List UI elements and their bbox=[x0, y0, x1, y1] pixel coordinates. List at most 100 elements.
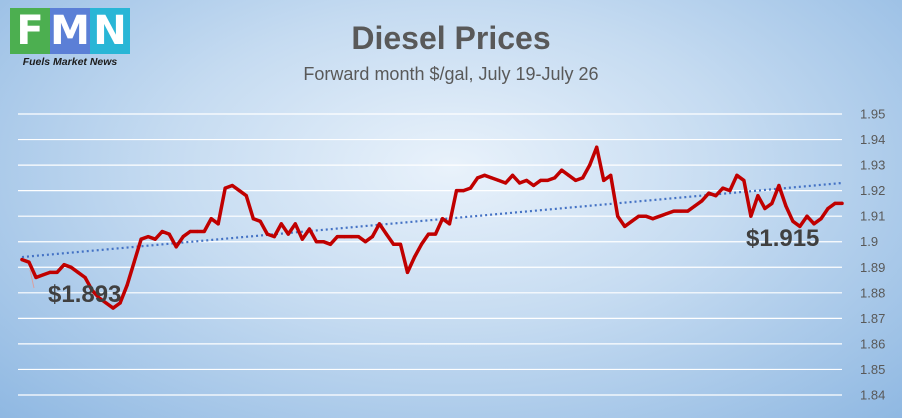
data-point bbox=[468, 186, 473, 190]
data-point bbox=[798, 224, 802, 228]
data-point bbox=[265, 232, 269, 236]
data-point bbox=[209, 217, 213, 221]
data-point bbox=[356, 235, 361, 239]
y-tick-label: 1.89 bbox=[860, 260, 885, 275]
data-point bbox=[454, 189, 459, 193]
data-point bbox=[223, 186, 227, 190]
data-point bbox=[384, 232, 389, 236]
data-point bbox=[307, 227, 311, 231]
data-point bbox=[805, 214, 809, 218]
annotations: $1.893 $1.915 bbox=[29, 225, 819, 308]
data-point bbox=[525, 178, 529, 183]
start-price-label: $1.893 bbox=[48, 281, 121, 308]
y-tick-label: 1.87 bbox=[860, 311, 885, 326]
data-point bbox=[314, 240, 318, 244]
data-point bbox=[48, 270, 52, 274]
logo-letter-n: N bbox=[90, 8, 130, 54]
data-point bbox=[532, 183, 536, 188]
data-point bbox=[188, 229, 192, 234]
data-point bbox=[111, 306, 115, 310]
data-point bbox=[279, 222, 283, 226]
data-point bbox=[658, 214, 662, 218]
data-point bbox=[763, 206, 767, 211]
y-tick-label: 1.84 bbox=[860, 388, 885, 403]
data-point bbox=[791, 219, 795, 223]
y-axis-ticks: 1.84 1.85 1.86 1.87 1.88 1.89 1.9 1.91 1.92 1.93 1… bbox=[860, 107, 885, 403]
data-point bbox=[55, 270, 59, 274]
data-point bbox=[623, 224, 627, 228]
data-point bbox=[616, 214, 620, 218]
data-point bbox=[503, 181, 508, 185]
data-point bbox=[181, 235, 185, 239]
logo-tagline: Fuels Market News bbox=[22, 56, 118, 68]
y-tick-label: 1.88 bbox=[860, 285, 885, 300]
data-point bbox=[293, 222, 297, 226]
y-tick-label: 1.94 bbox=[860, 132, 885, 147]
data-point bbox=[139, 237, 143, 241]
data-point bbox=[637, 214, 641, 218]
data-point bbox=[707, 191, 711, 195]
data-point bbox=[97, 296, 101, 300]
data-point bbox=[812, 222, 816, 226]
data-point bbox=[475, 176, 480, 180]
data-point bbox=[62, 263, 66, 267]
data-point bbox=[735, 173, 739, 177]
data-point bbox=[202, 229, 206, 234]
data-point bbox=[258, 219, 262, 223]
data-point bbox=[370, 235, 375, 239]
data-point bbox=[595, 145, 599, 149]
data-point bbox=[672, 209, 676, 213]
y-tick-label: 1.93 bbox=[860, 158, 885, 173]
data-point bbox=[216, 222, 220, 226]
series-line bbox=[20, 145, 844, 310]
data-point bbox=[693, 204, 697, 208]
data-point bbox=[321, 240, 325, 244]
data-point bbox=[342, 235, 346, 239]
chart-title: Diesel Prices bbox=[351, 20, 551, 56]
data-point bbox=[90, 288, 94, 292]
data-point bbox=[104, 301, 108, 305]
data-point bbox=[714, 194, 718, 198]
data-point bbox=[560, 168, 564, 172]
data-point bbox=[83, 275, 87, 280]
y-tick-label: 1.86 bbox=[860, 336, 885, 351]
data-point bbox=[700, 199, 704, 203]
data-point bbox=[286, 232, 290, 236]
data-point bbox=[363, 240, 368, 244]
data-point bbox=[686, 209, 690, 213]
gridlines bbox=[18, 113, 842, 396]
data-point bbox=[335, 235, 339, 239]
data-point bbox=[518, 181, 522, 185]
logo-letter-f: F bbox=[10, 8, 50, 54]
data-point bbox=[510, 173, 515, 177]
data-point bbox=[244, 194, 248, 198]
y-tick-label: 1.85 bbox=[860, 362, 885, 377]
data-point bbox=[840, 201, 844, 206]
data-point bbox=[749, 214, 753, 218]
data-point bbox=[160, 229, 164, 234]
data-point bbox=[784, 204, 788, 208]
y-tick-label: 1.95 bbox=[860, 107, 885, 122]
y-tick-label: 1.91 bbox=[860, 209, 885, 224]
data-point bbox=[27, 260, 31, 264]
data-point bbox=[398, 242, 403, 246]
data-point bbox=[272, 235, 276, 239]
data-point bbox=[833, 201, 837, 206]
data-point bbox=[665, 212, 669, 216]
data-point bbox=[76, 270, 80, 274]
data-point bbox=[251, 217, 255, 221]
chart-subtitle: Forward month $/gal, July 19-July 26 bbox=[303, 64, 599, 84]
data-point bbox=[426, 232, 431, 236]
data-point bbox=[574, 178, 578, 183]
data-point bbox=[482, 173, 487, 177]
data-point bbox=[153, 237, 157, 241]
y-tick-label: 1.92 bbox=[860, 183, 885, 198]
data-point bbox=[118, 301, 122, 305]
data-points bbox=[20, 145, 844, 310]
data-point bbox=[496, 178, 501, 183]
data-point bbox=[777, 183, 781, 188]
data-point bbox=[581, 176, 585, 180]
data-point bbox=[567, 173, 571, 177]
end-price-label: $1.915 bbox=[746, 225, 819, 252]
data-point bbox=[174, 245, 178, 249]
